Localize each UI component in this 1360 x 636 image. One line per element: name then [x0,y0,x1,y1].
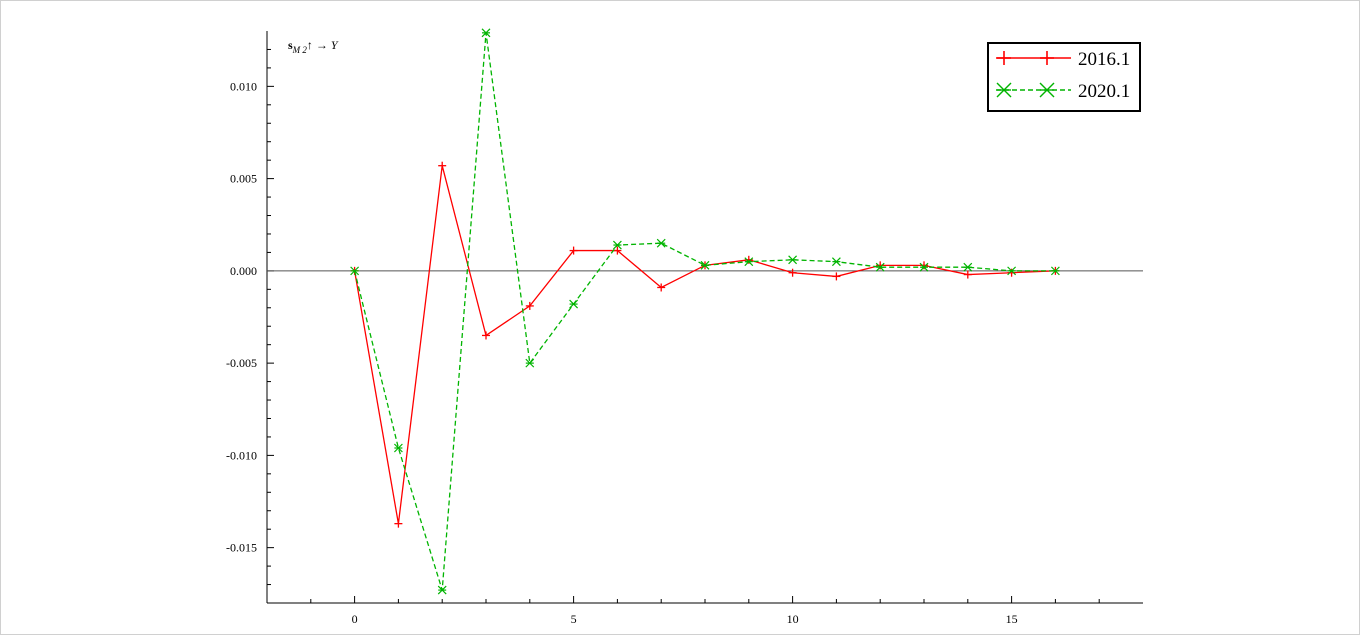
data-point-2020.1-13 [919,262,929,272]
data-point-2020.1-3 [481,28,491,38]
data-point-2016.1-4 [525,301,534,310]
data-point-2020.1-15 [1007,266,1017,276]
data-point-2016.1-5 [569,246,578,255]
legend-entry-2016: 2016.1 [996,49,1130,70]
data-point-2020.1-9 [744,257,754,267]
data-point-2020.1-0 [350,266,360,276]
data-point-2020.1-11 [831,257,841,267]
y-axis-label: sM 2↑ → Y [288,38,339,55]
legend-entry-2020: 2020.1 [996,81,1130,102]
data-point-2016.1-1 [394,519,403,528]
data-point-2020.1-7 [656,238,666,248]
data-point-2016.1-10 [788,268,797,277]
y-tick-label: 0.005 [230,172,257,186]
data-point-2016.1-11 [832,272,841,281]
data-point-2020.1-16 [1050,266,1060,276]
data-point-2016.1-14 [963,270,972,279]
y-tick-label: -0.005 [226,356,257,370]
data-point-2020.1-14 [963,262,973,272]
data-point-2020.1-6 [612,240,622,250]
series-2020.1 [350,28,1060,595]
legend-swatch-2020 [996,82,1071,98]
data-point-2016.1-12 [876,261,885,270]
data-point-2020.1-10 [788,255,798,265]
x-tick-label: 10 [787,612,799,626]
legend-swatch-2016 [996,51,1071,65]
y-axis-label-text: sM 2↑ → Y [288,38,339,55]
y-tick-label: 0.000 [230,264,257,278]
data-point-2016.1-9 [744,255,753,264]
x-tick-label: 5 [571,612,577,626]
y-tick-label: -0.015 [226,541,257,555]
y-axis-label-base: s [288,38,293,52]
axes: 0.010 0.005 0.000 -0.005 -0.010 -0.015 0 5 10 15 [226,31,1143,626]
data-point-2020.1-4 [525,358,535,368]
data-point-2016.1-7 [657,283,666,292]
x-tick-label: 0 [352,612,358,626]
y-tick-label: -0.010 [226,448,257,462]
series-line-2016.1 [353,165,1056,524]
series-2016.1 [350,161,1060,528]
data-point-2016.1-6 [613,246,622,255]
y-axis-label-sub: M 2 [292,45,308,55]
legend-label-2020: 2020.1 [1078,81,1130,102]
series-line-2020.1 [353,32,1056,591]
data-point-2016.1-15 [1007,268,1016,277]
legend: 2016.1 2020.1 [987,42,1141,112]
series-layer [350,28,1060,595]
y-tick-label: 0.010 [230,79,257,93]
x-tick-label: 15 [1006,612,1018,626]
data-point-2016.1-13 [920,261,928,270]
legend-label-2016: 2016.1 [1078,49,1130,70]
data-point-2020.1-2 [437,585,447,595]
y-axis-label-tail: ↑ → Y [307,38,339,52]
data-point-2016.1-2 [438,161,447,170]
data-point-2016.1-3 [482,331,490,340]
data-point-2020.1-5 [569,299,579,309]
legend-box [987,42,1141,112]
data-point-2020.1-12 [875,262,885,272]
data-point-2020.1-8 [700,260,710,270]
data-point-2020.1-1 [393,443,403,453]
